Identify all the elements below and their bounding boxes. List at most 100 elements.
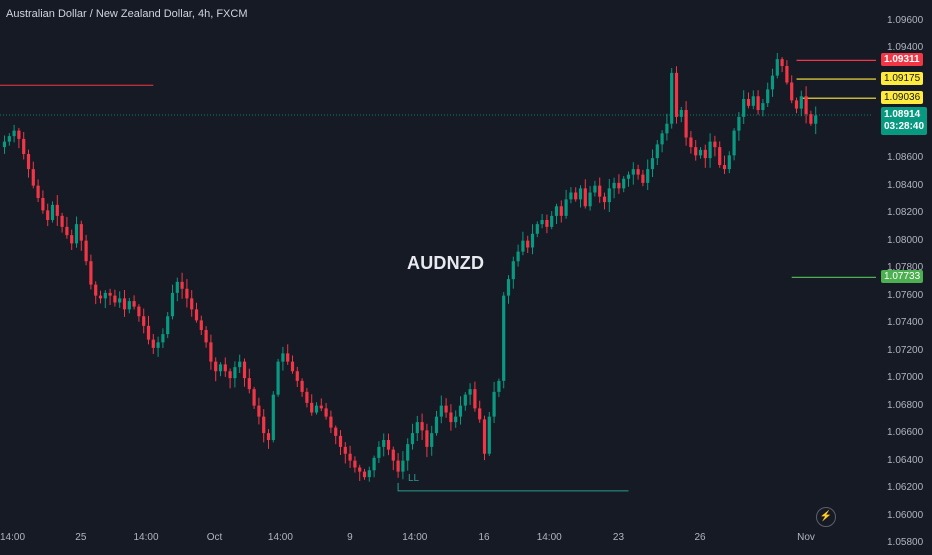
candle	[722, 155, 727, 175]
candle-body	[626, 174, 631, 179]
candle	[310, 394, 314, 416]
candle	[420, 413, 424, 440]
candle	[790, 75, 794, 104]
candle	[223, 357, 227, 377]
price-tick-label: 1.07000	[887, 372, 924, 384]
candle	[588, 186, 592, 211]
candle-body	[55, 204, 59, 216]
candle	[718, 141, 722, 168]
price-tick-label: 1.06800	[887, 399, 924, 411]
candle-body	[353, 460, 357, 468]
candle-body	[665, 123, 669, 134]
candle	[497, 378, 501, 398]
candle-body	[698, 149, 703, 156]
candle	[190, 290, 194, 317]
candle-body	[535, 224, 539, 234]
candle	[17, 127, 21, 149]
candle	[535, 221, 539, 238]
candle-body	[506, 279, 511, 296]
candle	[132, 295, 136, 310]
candle	[631, 162, 635, 185]
candle	[737, 111, 741, 141]
candle-body	[2, 141, 7, 148]
candle	[636, 164, 640, 180]
candle	[65, 216, 69, 239]
price-tick-label: 1.06200	[887, 482, 924, 494]
candle-body	[742, 99, 746, 117]
candle-body	[804, 96, 808, 115]
candle-body	[31, 169, 35, 186]
lightning-icon[interactable]: ⚡	[816, 507, 836, 527]
candle	[396, 453, 400, 478]
candle	[358, 464, 362, 481]
candle	[194, 302, 199, 323]
candle-body	[785, 66, 789, 83]
candle-body	[108, 292, 112, 296]
candle	[617, 174, 621, 194]
candle-body	[319, 405, 323, 409]
candle	[665, 113, 669, 141]
price-tick-label: 1.07800	[887, 262, 924, 274]
candle	[257, 397, 261, 425]
candle-body	[190, 298, 194, 310]
candle-body	[22, 138, 26, 154]
candle	[199, 315, 203, 336]
candle	[367, 466, 371, 482]
candle	[271, 391, 275, 443]
candle-body	[209, 342, 213, 362]
price-tick-label: 1.06000	[887, 509, 924, 521]
candle	[89, 254, 93, 290]
candle	[502, 292, 506, 389]
candle-body	[694, 147, 698, 156]
time-tick-label: 14:00	[133, 532, 159, 543]
candle-body	[391, 449, 395, 461]
price-tick-label: 1.07400	[887, 317, 924, 329]
candle	[233, 361, 237, 388]
candle	[175, 277, 179, 302]
candle-body	[329, 416, 333, 428]
candle	[809, 110, 813, 126]
candle	[2, 135, 7, 154]
candle-body	[386, 440, 391, 450]
candle-body	[497, 380, 501, 392]
candle-body	[223, 364, 227, 372]
candle-body	[180, 281, 184, 289]
candle-body	[146, 325, 151, 340]
candle	[698, 147, 703, 159]
candle	[362, 468, 367, 480]
candle-body	[521, 240, 525, 252]
candle-body	[50, 204, 55, 220]
candle-body	[218, 364, 223, 372]
candle-body	[199, 320, 203, 330]
candle	[314, 402, 319, 415]
candle	[434, 410, 439, 436]
candle-body	[161, 334, 165, 343]
candle	[766, 82, 770, 107]
candle-body	[679, 110, 683, 117]
candle-body	[574, 192, 578, 200]
candle-body	[338, 435, 343, 447]
candle-body	[372, 457, 376, 471]
price-axis[interactable]: 1.09600 1.09400 1.08600 1.08400 1.08200 1.080…	[873, 0, 932, 549]
candle	[401, 451, 405, 480]
current-price-value: 1.08914	[884, 108, 921, 120]
candle-body	[367, 470, 371, 478]
candle	[252, 386, 256, 409]
candle-body	[70, 235, 74, 244]
candle-body	[348, 453, 352, 461]
candle-body	[252, 389, 256, 406]
candle-body	[377, 446, 381, 458]
candle-body	[324, 408, 328, 417]
candle-body	[420, 422, 424, 431]
candle-body	[194, 309, 199, 321]
candle	[146, 315, 151, 345]
candle	[430, 425, 434, 456]
candle-body	[444, 405, 448, 413]
candle-body	[454, 416, 458, 423]
candle	[655, 140, 659, 166]
candle-body	[290, 361, 295, 372]
candle-body	[41, 198, 45, 211]
candle	[439, 395, 443, 424]
